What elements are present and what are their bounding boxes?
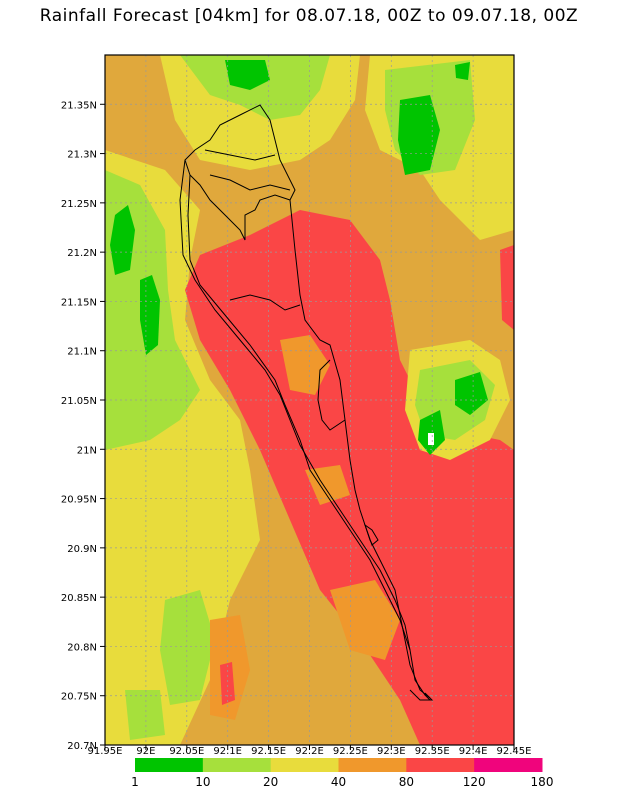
region-white-spot	[428, 433, 434, 445]
x-tick-label: 92.4E	[459, 746, 488, 757]
y-tick-label: 21.2N	[67, 248, 97, 259]
legend-swatch	[270, 758, 339, 772]
legend-swatch	[474, 758, 543, 772]
x-tick-label: 92.3E	[377, 746, 406, 757]
region-orange-pocket-2	[305, 465, 350, 505]
x-tick-label: 92.2E	[295, 746, 324, 757]
x-tick-label: 91.95E	[88, 746, 123, 757]
x-tick-label: 92.45E	[497, 746, 532, 757]
rainfall-field	[105, 55, 514, 745]
region-red-band	[185, 210, 514, 745]
y-tick-label: 21.05N	[61, 396, 97, 407]
region-east-edge-red	[500, 245, 514, 330]
region-east-green-2	[455, 372, 488, 415]
legend-label: 20	[263, 775, 278, 789]
y-tick-label: 20.75N	[61, 692, 97, 703]
region-sw-lightgreen	[160, 590, 215, 705]
grid-lines	[105, 55, 514, 745]
legend: 1 10 20 40 80 120 180	[131, 758, 553, 789]
y-axis: 21.35N 21.3N 21.25N 21.2N 21.15N 21.1N 21.05N 2…	[61, 100, 105, 752]
coastline	[179, 104, 434, 701]
y-tick-label: 21N	[77, 445, 97, 456]
map-title: Rainfall Forecast [04km] for 08.07.18, 0…	[39, 6, 579, 26]
y-tick-label: 21.1N	[67, 347, 97, 358]
legend-swatch	[202, 758, 272, 772]
region-orange-pocket-1	[280, 335, 330, 395]
x-tick-label: 92.35E	[415, 746, 450, 757]
legend-swatch	[135, 758, 204, 772]
y-tick-label: 20.95N	[61, 495, 97, 506]
region-east-green	[418, 410, 445, 455]
legend-swatch	[338, 758, 407, 772]
legend-label: 40	[331, 775, 346, 789]
region-green-spot-2	[140, 275, 160, 355]
legend-label: 180	[531, 775, 554, 789]
x-tick-label: 92.25E	[333, 746, 368, 757]
legend-label: 1	[131, 775, 139, 789]
region-orange-pocket-3	[330, 580, 400, 660]
y-tick-label: 21.15N	[61, 297, 97, 308]
legend-swatch	[406, 758, 475, 772]
region-ne-green	[398, 95, 440, 175]
y-tick-label: 20.8N	[67, 642, 97, 653]
legend-label: 80	[399, 775, 414, 789]
x-tick-label: 92.05E	[169, 746, 204, 757]
y-tick-label: 21.25N	[61, 199, 97, 210]
legend-label: 10	[195, 775, 210, 789]
y-tick-label: 21.3N	[67, 150, 97, 161]
y-tick-label: 21.35N	[61, 100, 97, 111]
region-ne-green-small	[455, 62, 470, 80]
y-tick-label: 20.85N	[61, 593, 97, 604]
legend-label: 120	[463, 775, 486, 789]
y-tick-label: 20.7N	[67, 741, 97, 752]
region-green-spot-1	[110, 205, 135, 275]
x-tick-label: 92E	[136, 746, 155, 757]
region-sw-red	[220, 662, 235, 705]
region-s-lightgreen	[125, 690, 165, 740]
region-top-green	[225, 60, 270, 90]
x-axis: 91.95E 92E 92.05E 92.1E 92.15E 92.2E 92.25E 92.…	[88, 745, 532, 757]
x-tick-label: 92.15E	[251, 746, 286, 757]
x-tick-label: 92.1E	[213, 746, 242, 757]
y-tick-label: 20.9N	[67, 544, 97, 555]
